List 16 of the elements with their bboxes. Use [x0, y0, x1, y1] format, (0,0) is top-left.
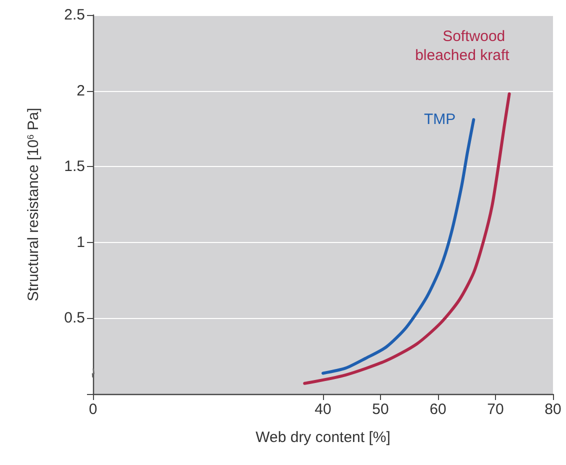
- y-tick-label: 2: [76, 82, 85, 100]
- y-tick-label: 0.5: [64, 310, 85, 327]
- x-tick-label: 40: [314, 401, 332, 418]
- x-tick-label: 0: [88, 401, 98, 418]
- y-tick-label: 1.5: [64, 158, 85, 176]
- x-tick-label: 60: [430, 401, 446, 418]
- series-label: Softwood bleached kraft: [415, 28, 510, 64]
- x-tick-label: 70: [487, 401, 504, 418]
- x-tick-label: 50: [372, 401, 389, 418]
- y-tick-label: 2.5: [64, 6, 85, 24]
- y-axis-title: Structural resistance [106 Pa]: [25, 108, 42, 302]
- y-tick-label: 1: [76, 234, 85, 251]
- series-label: TMP: [424, 111, 456, 128]
- x-axis-title: Web dry content [%]: [256, 429, 390, 446]
- x-tick-label: 80: [544, 401, 562, 418]
- line-series: [303, 92, 511, 385]
